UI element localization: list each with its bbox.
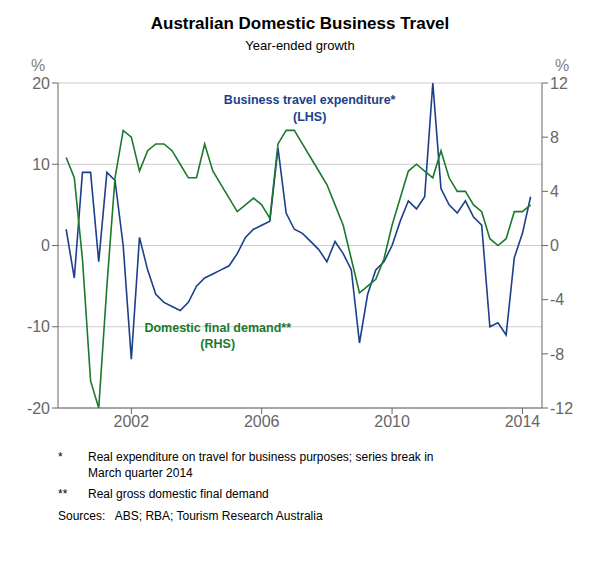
svg-text:%: % xyxy=(555,57,569,74)
svg-text:-4: -4 xyxy=(550,291,564,308)
svg-text:2014: 2014 xyxy=(505,413,541,430)
svg-text:2002: 2002 xyxy=(114,413,150,430)
svg-text:20: 20 xyxy=(32,75,50,92)
svg-text:12: 12 xyxy=(550,75,568,92)
svg-text:-8: -8 xyxy=(550,346,564,363)
html-text:Business travel expenditure* (: Business travel expenditure* (LHS) xyxy=(223,93,396,124)
svg-text:10: 10 xyxy=(32,156,50,173)
svg-text:0: 0 xyxy=(550,237,559,254)
svg-text:-12: -12 xyxy=(550,400,573,417)
svg-text:-20: -20 xyxy=(27,400,50,417)
svg-text:%: % xyxy=(31,57,45,74)
svg-text:8: 8 xyxy=(550,129,559,146)
svg-text:4: 4 xyxy=(550,183,559,200)
html-text:Real expenditure on travel for: Real expenditure on travel for business … xyxy=(88,450,434,481)
html-text:Sources: ABS; RBA; Tourism Res: Sources: ABS; RBA; Tourism Research Aust… xyxy=(58,508,323,523)
html-text:Domestic final demand** (RHS): Domestic final demand** (RHS) xyxy=(144,320,291,352)
svg-text:-10: -10 xyxy=(27,318,50,335)
svg-text:0: 0 xyxy=(41,237,50,254)
svg-text:2010: 2010 xyxy=(374,413,410,430)
svg-text:2006: 2006 xyxy=(244,413,280,430)
html-text:Real gross domestic final dema: Real gross domestic final demand xyxy=(88,487,269,502)
html-text:Australian Domestic Business T: Australian Domestic Business Travel xyxy=(150,14,450,33)
html-text:Year-ended growth: Year-ended growth xyxy=(245,38,355,53)
